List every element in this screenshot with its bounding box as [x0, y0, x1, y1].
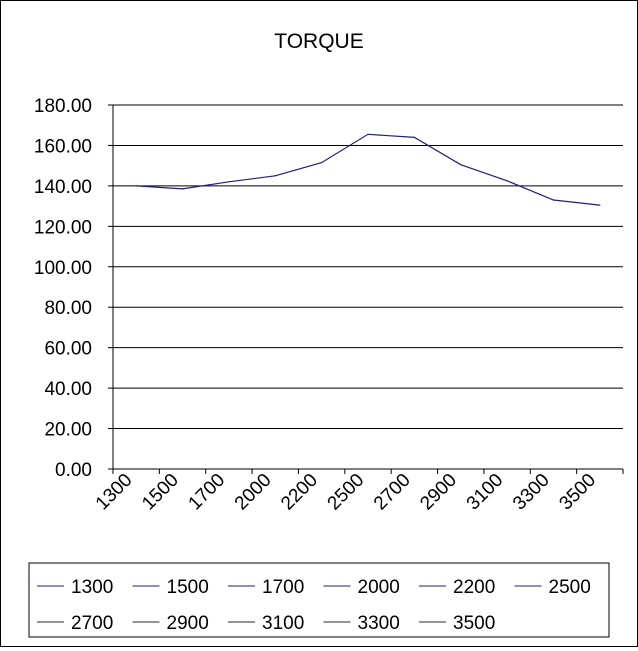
- legend-box: [28, 562, 610, 638]
- legend-label: 2000: [358, 577, 400, 598]
- y-tick-label: 80.00: [44, 298, 92, 319]
- data-point: [413, 136, 415, 138]
- y-tick-label: 120.00: [34, 217, 92, 238]
- y-axis-tick-labels: 0.00 20.00 40.00 60.00 80.00 100.00 120.00 140.…: [34, 96, 92, 481]
- x-tick-label: 3300: [509, 470, 554, 515]
- series-lines: [135, 133, 601, 206]
- x-tick-label: 1300: [92, 470, 137, 515]
- legend-label: 1700: [262, 577, 304, 598]
- data-point: [135, 185, 137, 187]
- chart-title: TORQUE: [274, 30, 363, 53]
- y-tick-label: 40.00: [44, 379, 92, 400]
- x-tick-label: 2200: [277, 470, 322, 515]
- x-tick-label: 3100: [463, 470, 508, 515]
- legend-label: 1300: [71, 577, 113, 598]
- x-axis-tick-labels: 1300 1500 1700 2000 2200 2500 2700 2900 3100 3300…: [92, 470, 600, 515]
- y-tick-label: 140.00: [34, 177, 92, 198]
- legend-label: 1500: [167, 577, 209, 598]
- series-line: [136, 133, 600, 206]
- data-point: [181, 188, 184, 190]
- data-point: [367, 133, 369, 135]
- x-tick-label: 1700: [185, 470, 230, 515]
- y-tick-label: 180.00: [34, 96, 92, 117]
- x-tick-label: 2500: [324, 470, 369, 515]
- y-tick-label: 0.00: [55, 460, 92, 481]
- data-point: [321, 162, 323, 164]
- legend-label: 2500: [549, 577, 591, 598]
- data-point: [599, 204, 601, 206]
- legend-label: 3300: [358, 613, 400, 634]
- x-tick-label: 2000: [231, 470, 276, 515]
- legend-label: 2900: [167, 613, 209, 634]
- legend-label: 2200: [453, 577, 495, 598]
- y-tick-label: 100.00: [34, 258, 92, 279]
- x-tick-label: 2900: [416, 470, 461, 515]
- legend-label: 3500: [453, 613, 495, 634]
- x-tick-label: 3500: [555, 470, 600, 515]
- data-point: [506, 180, 508, 182]
- data-point: [460, 164, 462, 166]
- data-point: [274, 175, 276, 177]
- y-tick-label: 160.00: [34, 136, 92, 157]
- legend: 1300 1500 1700 2000 2200 2500 2700 2900 3100 3300…: [28, 562, 610, 638]
- gridlines: [108, 104, 623, 470]
- axes: [112, 105, 624, 474]
- x-tick-label: 2700: [370, 470, 415, 515]
- y-tick-label: 60.00: [44, 339, 92, 360]
- legend-label: 2700: [71, 613, 113, 634]
- data-point: [552, 199, 555, 201]
- x-tick-label: 1500: [138, 470, 183, 515]
- legend-label: 3100: [262, 613, 304, 634]
- data-point: [228, 181, 230, 183]
- y-tick-label: 20.00: [44, 420, 92, 441]
